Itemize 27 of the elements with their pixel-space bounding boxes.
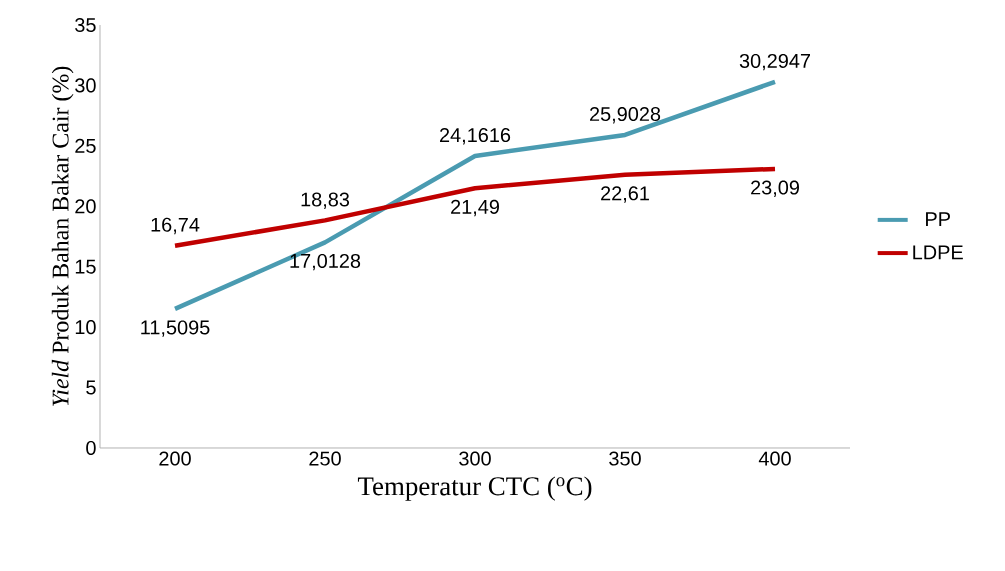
legend-label: LDPE xyxy=(913,245,963,260)
x-tick-label: 350 xyxy=(609,451,641,466)
x-tick-label: 250 xyxy=(309,451,341,466)
data-label: 16,74 xyxy=(151,217,200,235)
data-label: 17,0128 xyxy=(290,253,361,271)
legend-label: PP xyxy=(926,212,950,226)
x-axis-title: Temperatur CTC ($^{o}$C) xyxy=(357,476,592,501)
y-tick-label: 15 xyxy=(75,259,96,274)
y-tick-label: 30 xyxy=(75,78,96,93)
y-tick-label: 35 xyxy=(75,17,96,33)
x-tick-label: 200 xyxy=(159,451,191,466)
y-tick-label: 25 xyxy=(75,138,96,153)
y-tick-label: 0 xyxy=(86,440,96,456)
data-label: 18,83 xyxy=(301,192,350,209)
data-label: 30,2947 xyxy=(739,53,810,71)
y-axis-title: Yield Produk Bahan Bakar Cair (%) xyxy=(51,66,74,406)
data-label: 24,1616 xyxy=(440,128,511,145)
data-label: 21,49 xyxy=(451,199,499,217)
data-label: 22,61 xyxy=(601,186,649,203)
data-label: 23,09 xyxy=(751,180,799,197)
y-tick-label: 20 xyxy=(75,199,96,214)
data-label: 11,5095 xyxy=(141,320,210,337)
data-label: 25,9028 xyxy=(590,106,661,124)
y-tick-label: 5 xyxy=(86,380,96,395)
y-tick-label: 10 xyxy=(75,320,96,335)
x-tick-label: 300 xyxy=(459,451,491,466)
x-tick-label: 400 xyxy=(758,451,791,466)
